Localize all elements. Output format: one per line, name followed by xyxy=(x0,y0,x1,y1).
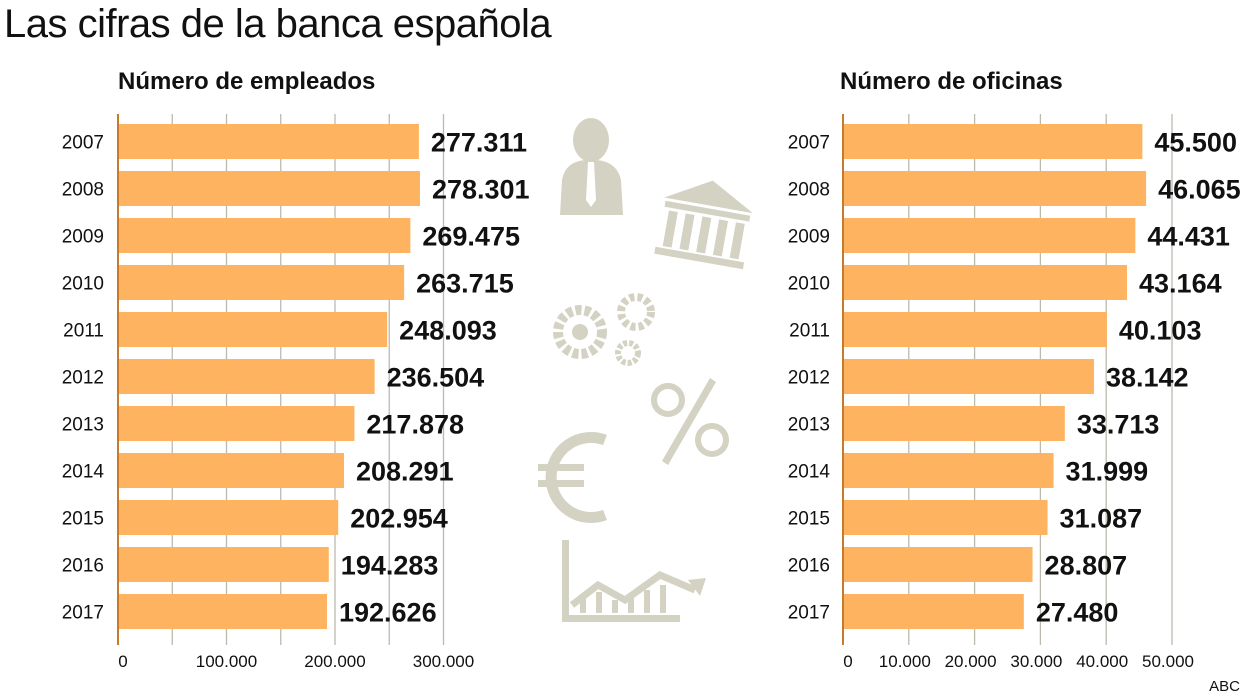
growth-chart-icon xyxy=(562,540,706,622)
category-label-2008: 2008 xyxy=(788,180,830,201)
category-label-2015: 2015 xyxy=(788,509,830,530)
category-label-2008: 2008 xyxy=(62,180,104,201)
tick-label: 200.000 xyxy=(304,652,365,671)
value-label-2009: 44.431 xyxy=(1147,222,1230,252)
bar-2016 xyxy=(118,547,329,582)
category-label-2017: 2017 xyxy=(788,603,830,624)
category-label-2010: 2010 xyxy=(788,274,830,295)
bar-2009 xyxy=(843,218,1136,253)
value-label-2014: 31.999 xyxy=(1066,457,1149,487)
bar-2017 xyxy=(843,594,1024,629)
bar-2008 xyxy=(843,171,1147,206)
bar-2015 xyxy=(118,500,339,535)
tick-label: 100.000 xyxy=(196,652,257,671)
chart-title-empleados: Número de empleados xyxy=(118,68,376,95)
value-label-2011: 248.093 xyxy=(399,316,497,346)
value-label-2015: 31.087 xyxy=(1060,504,1143,534)
tick-label: 0 xyxy=(118,652,127,671)
value-label-2016: 194.283 xyxy=(341,551,439,581)
value-label-2013: 33.713 xyxy=(1077,410,1160,440)
value-label-2008: 278.301 xyxy=(432,175,530,205)
bar-2016 xyxy=(843,547,1033,582)
icons xyxy=(538,118,753,622)
value-label-2011: 40.103 xyxy=(1119,316,1202,346)
bar-2007 xyxy=(118,124,419,159)
tick-label: 30.000 xyxy=(1010,652,1062,671)
tick-label: 20.000 xyxy=(945,652,997,671)
value-label-2012: 236.504 xyxy=(387,363,485,393)
value-label-2013: 217.878 xyxy=(366,410,464,440)
category-label-2007: 2007 xyxy=(788,133,830,154)
bar-2017 xyxy=(118,594,327,629)
euro-icon xyxy=(538,432,607,523)
category-label-2015: 2015 xyxy=(62,509,104,530)
bank-building-icon xyxy=(654,180,753,270)
category-label-2013: 2013 xyxy=(788,415,830,436)
category-label-2016: 2016 xyxy=(62,556,104,577)
value-label-2010: 263.715 xyxy=(416,269,514,299)
bar-2012 xyxy=(843,359,1094,394)
category-label-2010: 2010 xyxy=(62,274,104,295)
category-label-2016: 2016 xyxy=(788,556,830,577)
source-label: ABC xyxy=(1209,678,1240,695)
value-label-2017: 27.480 xyxy=(1036,598,1119,628)
tick-label: 10.000 xyxy=(879,652,931,671)
bar-2013 xyxy=(843,406,1065,441)
value-label-2007: 277.311 xyxy=(431,128,527,158)
bar-2012 xyxy=(118,359,375,394)
value-label-2015: 202.954 xyxy=(350,504,448,534)
bar-2013 xyxy=(118,406,355,441)
value-label-2010: 43.164 xyxy=(1139,269,1222,299)
category-label-2014: 2014 xyxy=(788,462,831,483)
businessman-icon xyxy=(560,118,623,215)
category-label-2007: 2007 xyxy=(62,133,104,154)
tick-label: 50.000 xyxy=(1142,652,1194,671)
bar-2015 xyxy=(843,500,1048,535)
category-label-2011: 2011 xyxy=(63,321,104,342)
bar-2008 xyxy=(118,171,420,206)
bar-2014 xyxy=(843,453,1054,488)
percent-icon xyxy=(651,378,729,465)
value-label-2016: 28.807 xyxy=(1045,551,1128,581)
bar-2010 xyxy=(843,265,1128,300)
page-title: Las cifras de la banca española xyxy=(4,2,552,46)
value-label-2012: 38.142 xyxy=(1106,363,1189,393)
category-label-2013: 2013 xyxy=(62,415,104,436)
category-label-2012: 2012 xyxy=(62,368,104,389)
tick-label: 300.000 xyxy=(413,652,474,671)
bar-2010 xyxy=(118,265,405,300)
category-label-2009: 2009 xyxy=(788,227,830,248)
value-label-2007: 45.500 xyxy=(1154,128,1237,158)
bar-2014 xyxy=(118,453,344,488)
category-label-2014: 2014 xyxy=(62,462,105,483)
chart-title-oficinas: Número de oficinas xyxy=(840,68,1063,95)
value-label-2009: 269.475 xyxy=(422,222,520,252)
value-label-2017: 192.626 xyxy=(339,598,437,628)
bar-2009 xyxy=(118,218,411,253)
gears-icon xyxy=(553,293,655,366)
category-label-2017: 2017 xyxy=(62,603,104,624)
tick-label: 40.000 xyxy=(1076,652,1128,671)
bar-2011 xyxy=(118,312,388,347)
value-label-2008: 46.065 xyxy=(1158,175,1241,205)
category-label-2009: 2009 xyxy=(62,227,104,248)
bar-2011 xyxy=(843,312,1107,347)
bar-2007 xyxy=(843,124,1143,159)
category-label-2011: 2011 xyxy=(789,321,830,342)
value-label-2014: 208.291 xyxy=(356,457,454,487)
category-label-2012: 2012 xyxy=(788,368,830,389)
tick-label: 0 xyxy=(843,652,852,671)
